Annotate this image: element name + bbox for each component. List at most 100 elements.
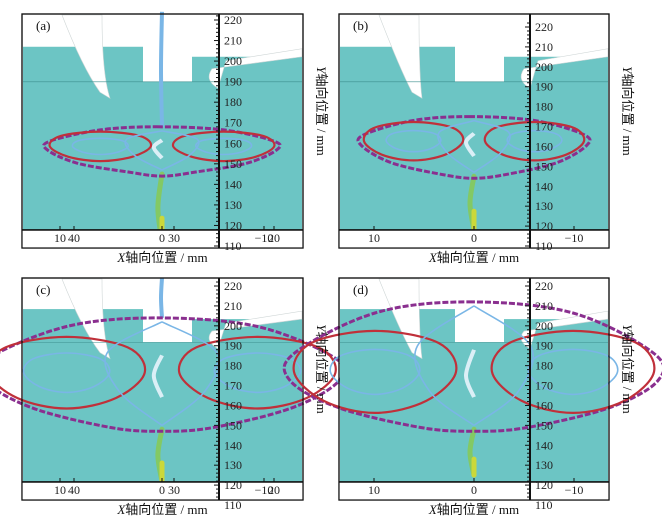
nozzle-wedge-left	[378, 14, 423, 99]
inner-loop-right	[22, 352, 111, 394]
core	[463, 349, 476, 398]
y-tick-label: 150	[535, 159, 553, 173]
y-tick-label: 170	[535, 379, 553, 393]
x-tick-label: 40	[68, 231, 80, 245]
x-tick-label: −10	[255, 231, 274, 245]
y-tick-label: 190	[224, 75, 242, 89]
neck	[158, 277, 164, 319]
y-tick-label: 200	[224, 54, 242, 68]
panel-label: (d)	[353, 282, 368, 297]
y-tick-label: 160	[224, 136, 242, 150]
y-tick-label: 170	[535, 120, 553, 134]
y-tick-label: 200	[224, 319, 242, 333]
y-tick-label: 190	[535, 339, 553, 353]
y-tick-label: 200	[535, 60, 553, 74]
x-axis-band	[22, 482, 303, 500]
x-tick-label: 10	[368, 231, 380, 245]
bubble-outline	[42, 125, 282, 178]
neck	[158, 11, 164, 127]
streamline-left	[473, 119, 511, 173]
y-tick-label: 110	[224, 498, 242, 512]
y-tick-label: 140	[535, 438, 553, 452]
inner-loop-left	[506, 129, 563, 153]
inner-loop-right	[385, 129, 442, 153]
y-tick-label: 120	[224, 478, 242, 492]
x-tick-label: 20	[268, 483, 280, 497]
nozzle-wedge-right	[208, 310, 303, 350]
y-tick-label: 220	[224, 13, 242, 27]
x-tick-label: 10	[368, 483, 380, 497]
panel-d: 403020100−10−20−30−401101201301401501601…	[68, 277, 662, 517]
x-tick-label: 30	[168, 231, 180, 245]
x-tick-label: 40	[68, 483, 80, 497]
y-tick-label: 140	[224, 438, 242, 452]
y-tick-label: 130	[224, 198, 242, 212]
x-axis-title: X轴向位置 / mm	[116, 250, 207, 265]
x-axis-band	[339, 230, 609, 248]
y-tick-label: 180	[535, 100, 553, 114]
y-tick-label: 160	[535, 139, 553, 153]
x-tick-label: 0	[159, 231, 165, 245]
x-axis-title: X轴向位置 / mm	[116, 502, 207, 517]
y-tick-label: 220	[535, 20, 553, 34]
y-tick-label: 120	[535, 219, 553, 233]
y-tick-label: 170	[224, 379, 242, 393]
nozzle-wedge-left	[61, 14, 111, 99]
y-tick-label: 220	[535, 279, 553, 293]
y-axis-title: Y轴向位置 / mm	[314, 66, 329, 156]
x-tick-label: 30	[168, 483, 180, 497]
nozzle-wedge-right	[208, 48, 303, 89]
streamline-right	[104, 321, 163, 427]
panel-c: 403020100−10−20−30−401101201301401501601…	[0, 277, 579, 517]
y-tick-label: 110	[535, 239, 553, 253]
core	[151, 138, 164, 160]
vortex-ring-right	[48, 130, 153, 163]
frame-outline	[338, 277, 610, 501]
x-tick-label: 0	[159, 483, 165, 497]
x-tick-label: 0	[471, 483, 477, 497]
y-tick-label: 210	[224, 34, 242, 48]
panel-label: (b)	[353, 18, 368, 33]
vortex-ring-left	[483, 120, 586, 162]
panel-a: 403020100−10−20−30−401101201301401501601…	[21, 11, 579, 265]
y-tick-label: 180	[224, 359, 242, 373]
x-tick-label: 0	[471, 231, 477, 245]
bubble-outline	[282, 300, 662, 433]
y-tick-label: 130	[535, 458, 553, 472]
y-tick-label: 140	[535, 179, 553, 193]
y-tick-label: 150	[224, 157, 242, 171]
y-tick-label: 210	[535, 299, 553, 313]
inner-loop-right	[329, 348, 421, 396]
inner-loop-left	[194, 137, 253, 156]
y-tick-label: 160	[535, 398, 553, 412]
x-tick-label: 10	[54, 231, 66, 245]
y-tick-label: 120	[224, 218, 242, 232]
y-tick-label: 140	[224, 177, 242, 191]
y-tick-label: 150	[224, 418, 242, 432]
frame-outline	[21, 277, 304, 501]
y-tick-label: 130	[535, 199, 553, 213]
y-tick-label: 160	[224, 398, 242, 412]
y-tick-label: 190	[535, 80, 553, 94]
vortex-ring-right	[0, 335, 147, 410]
inner-loop-left	[213, 352, 302, 394]
inner-loop-left	[527, 348, 619, 396]
inner-loop-right	[71, 137, 130, 156]
y-tick-label: 210	[224, 299, 242, 313]
y-tick-label: 200	[535, 319, 553, 333]
y-axis-title: Y轴向位置 / mm	[620, 66, 635, 156]
y-tick-label: 190	[224, 339, 242, 353]
panel-b: 403020100−10−20−30−401101201301401501601…	[68, 13, 635, 265]
streamline-right	[124, 130, 163, 171]
streamline-right	[414, 305, 475, 427]
x-tick-label: 10	[54, 483, 66, 497]
panel-label: (a)	[36, 18, 50, 33]
frame-outline	[338, 13, 610, 249]
y-tick-label: 210	[535, 40, 553, 54]
y-tick-label: 180	[535, 359, 553, 373]
y-tick-label: 170	[224, 116, 242, 130]
x-tick-label: −10	[565, 483, 584, 497]
core	[463, 131, 476, 158]
x-axis-title: X轴向位置 / mm	[428, 250, 519, 265]
x-axis-title: X轴向位置 / mm	[428, 502, 519, 517]
